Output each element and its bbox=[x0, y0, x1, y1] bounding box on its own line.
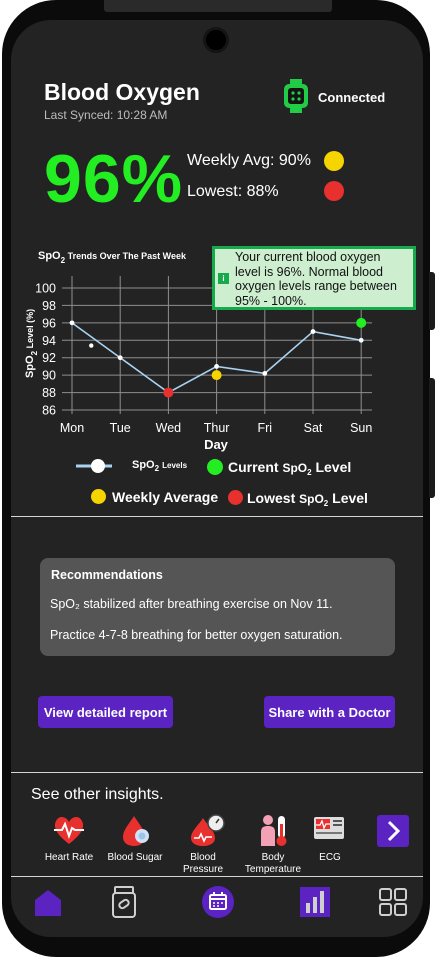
share-with-doctor-button[interactable]: Share with a Doctor bbox=[264, 696, 395, 728]
section-divider bbox=[11, 516, 423, 517]
legend-current-level: Current SpO2 Level bbox=[228, 459, 352, 477]
last-synced-text: Last Synced: 10:28 AM bbox=[44, 108, 168, 122]
insight-label: ECG bbox=[319, 852, 341, 863]
recommendation-item: Practice 4-7-8 breathing for better oxyg… bbox=[50, 628, 343, 642]
section-divider bbox=[11, 876, 423, 877]
home-icon[interactable] bbox=[32, 888, 64, 918]
recommendations-title: Recommendations bbox=[51, 568, 163, 582]
insight-label: Heart Rate bbox=[44, 852, 94, 863]
legend-line-marker bbox=[76, 459, 112, 473]
front-camera bbox=[203, 27, 229, 53]
insight-heart-rate[interactable] bbox=[52, 812, 86, 853]
thermometer-icon bbox=[261, 815, 287, 846]
insight-blood-sugar[interactable] bbox=[120, 812, 154, 853]
page-title: Blood Oxygen bbox=[44, 79, 200, 105]
tooltip-text: Your current blood oxygen level is 96%. … bbox=[235, 250, 397, 308]
smartwatch-icon[interactable] bbox=[283, 79, 309, 113]
blood-sugar-icon bbox=[123, 816, 149, 846]
grid-menu-icon[interactable] bbox=[378, 887, 408, 917]
recommendation-item: SpO₂ stabilized after breathing exercise… bbox=[50, 597, 333, 611]
chevron-right-icon bbox=[387, 820, 401, 842]
analytics-icon[interactable] bbox=[299, 886, 331, 918]
phone-top-button bbox=[104, 0, 332, 12]
insight-blood-pressure[interactable] bbox=[188, 812, 226, 853]
legend-lowest-dot bbox=[228, 490, 243, 505]
calendar-icon[interactable] bbox=[201, 885, 235, 919]
lowest-dot bbox=[324, 181, 344, 201]
insights-title: See other insights. bbox=[31, 786, 164, 803]
weekly-average-stat: Weekly Avg: 90% bbox=[187, 152, 311, 169]
current-spo2-value: 96% bbox=[44, 141, 184, 217]
recommendations-card bbox=[40, 558, 395, 656]
phone-side-button bbox=[429, 272, 435, 330]
legend-spo2-levels: SpO2 Levels bbox=[132, 459, 188, 473]
legend-weekly-dot bbox=[91, 489, 106, 504]
insight-label: Blood Pressure bbox=[182, 852, 223, 875]
info-icon: i bbox=[218, 273, 229, 284]
legend-current-dot bbox=[207, 459, 223, 475]
blood-pressure-icon bbox=[191, 814, 225, 846]
phone-screen bbox=[11, 20, 423, 937]
weekly-average-dot bbox=[324, 151, 344, 171]
ecg-icon bbox=[314, 817, 344, 839]
medication-icon[interactable] bbox=[111, 885, 137, 919]
chart-info-tooltip: i Your current blood oxygen level is 96%… bbox=[212, 246, 416, 310]
legend-weekly-average: Weekly Average bbox=[112, 489, 219, 505]
insight-body-temperature[interactable] bbox=[258, 812, 292, 853]
insight-label: Body Temperature bbox=[244, 852, 302, 875]
heart-rate-icon bbox=[54, 816, 84, 844]
view-report-button[interactable]: View detailed report bbox=[38, 696, 173, 728]
section-divider bbox=[11, 772, 423, 773]
insights-next-button[interactable] bbox=[377, 815, 409, 847]
insight-label: Blood Sugar bbox=[107, 852, 163, 863]
legend-lowest-level: Lowest SpO2 Level bbox=[247, 490, 368, 508]
connection-status: Connected bbox=[318, 90, 386, 105]
phone-side-button bbox=[429, 378, 435, 498]
lowest-stat: Lowest: 88% bbox=[187, 183, 279, 200]
insight-ecg[interactable] bbox=[312, 812, 346, 849]
